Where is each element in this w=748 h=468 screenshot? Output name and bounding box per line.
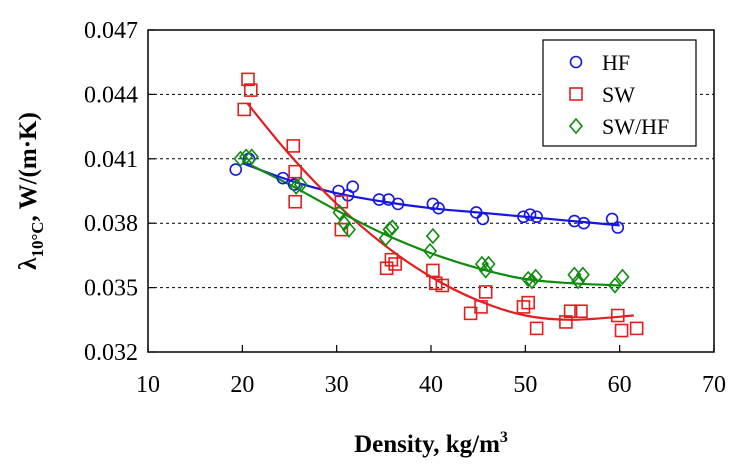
data-point-sw <box>334 194 349 209</box>
data-point-sw-hf <box>423 242 438 260</box>
data-point-sw-hf <box>233 150 248 168</box>
axis-ticks: 0.032 0.035 0.038 0.041 0.044 0.047 10 20 30 40 50… <box>84 18 726 398</box>
trend-line-sw-hf <box>241 159 620 287</box>
data-point-sw <box>388 257 402 271</box>
data-point-sw-hf <box>289 178 304 195</box>
data-point-hf <box>523 208 537 221</box>
data-point-sw-hf <box>481 255 496 273</box>
data-point-hf <box>605 212 619 226</box>
y-tick-label: 0.041 <box>84 147 138 173</box>
data-point-sw-hf <box>341 221 356 238</box>
data-point-hf <box>372 193 386 206</box>
data-point-sw <box>286 139 301 153</box>
y-tick-label: 0.038 <box>84 211 138 237</box>
data-point-sw-hf <box>293 176 308 193</box>
legend-label-sw: SW <box>602 82 635 107</box>
legend-label-sw-hf: SW/HF <box>602 114 669 139</box>
x-axis-title: Density, kg/m3 <box>354 429 508 458</box>
data-point-sw <box>610 308 625 323</box>
data-point-sw <box>241 72 255 87</box>
data-point-sw <box>629 321 644 336</box>
data-point-sw <box>288 164 302 179</box>
data-point-sw <box>384 252 399 267</box>
data-point-sw <box>474 300 488 314</box>
legend-box <box>542 39 697 147</box>
gridlines <box>148 93 714 289</box>
data-point-hf <box>476 212 490 226</box>
data-point-hf <box>391 197 405 211</box>
data-point-sw-hf <box>425 227 440 245</box>
data-point-sw-hf <box>478 262 493 279</box>
data-point-hf <box>229 163 243 176</box>
data-point-sw <box>563 304 578 319</box>
data-point-sw <box>574 304 588 319</box>
data-point-hf <box>611 221 625 234</box>
data-points <box>229 72 644 338</box>
data-point-sw-hf <box>332 204 347 221</box>
x-tick-label: 10 <box>136 372 160 398</box>
y-tick-label: 0.044 <box>84 82 138 108</box>
x-tick-label: 60 <box>608 372 632 398</box>
data-point-hf <box>568 214 581 228</box>
data-point-sw <box>521 295 535 310</box>
data-point-sw-hf <box>521 270 536 288</box>
data-point-sw-hf <box>615 268 630 286</box>
data-point-sw-hf <box>524 272 539 290</box>
data-point-hf <box>530 210 543 224</box>
y-tick-label: 0.035 <box>84 276 138 302</box>
data-point-sw-hf <box>474 255 489 273</box>
data-point-sw-hf <box>575 266 590 283</box>
x-tick-label: 20 <box>230 372 254 398</box>
data-point-sw-hf <box>528 268 543 286</box>
x-tick-label: 50 <box>513 372 537 398</box>
legend-marker-hf <box>569 55 583 69</box>
legend-label-hf: HF <box>602 50 630 75</box>
data-point-hf <box>577 216 591 230</box>
x-tick-label: 40 <box>419 372 443 398</box>
data-point-sw <box>237 102 252 117</box>
data-point-sw-hf <box>244 148 259 165</box>
data-point-hf <box>432 201 445 215</box>
y-axis-title: λ10°C, W/(m·K) <box>15 112 47 270</box>
data-point-sw <box>288 194 302 209</box>
data-point-sw <box>478 285 493 299</box>
data-point-sw <box>426 263 440 278</box>
data-point-hf <box>469 206 483 219</box>
data-point-sw <box>529 321 544 336</box>
data-point-hf <box>346 180 360 194</box>
data-point-sw-hf <box>571 272 586 290</box>
trend-line-hf <box>241 162 620 227</box>
legend-marker-sw-hf <box>568 117 584 135</box>
data-point-sw <box>334 222 349 237</box>
data-point-sw-hf <box>385 219 400 236</box>
data-point-sw <box>614 323 629 338</box>
data-point-hf <box>517 210 530 224</box>
y-tick-label: 0.032 <box>84 340 138 366</box>
data-point-sw-hf <box>239 148 254 165</box>
data-point-sw <box>244 83 258 97</box>
data-point-sw-hf <box>607 277 623 294</box>
legend: HF SW SW/HF <box>542 39 697 147</box>
data-point-sw <box>379 261 394 276</box>
data-point-sw <box>435 278 450 293</box>
x-tick-label: 70 <box>702 372 726 398</box>
y-tick-label: 0.047 <box>84 18 138 44</box>
legend-marker-sw <box>569 87 583 101</box>
data-point-sw <box>516 300 531 314</box>
x-tick-label: 30 <box>325 372 349 398</box>
data-point-sw <box>559 315 573 329</box>
